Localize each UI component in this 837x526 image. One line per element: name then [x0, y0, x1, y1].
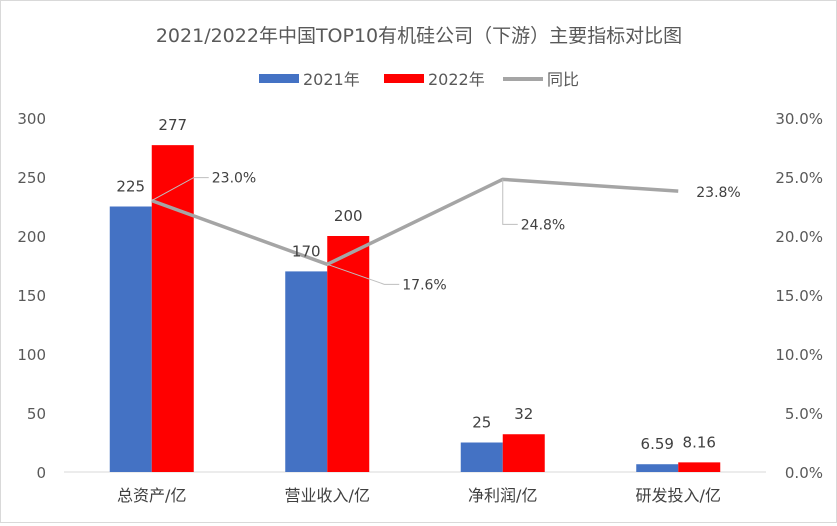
yoy-value-label: 23.8% [696, 185, 740, 201]
bars [109, 145, 721, 472]
bar-2022 [502, 434, 545, 472]
bar-value-label: 170 [292, 242, 321, 260]
legend-label: 同比 [547, 70, 579, 89]
leader-line [151, 177, 209, 202]
bar-2022 [327, 236, 370, 472]
right-tick-label: 20.0% [775, 228, 823, 246]
category-label: 营业收入/亿 [285, 486, 370, 505]
left-tick-label: 250 [17, 169, 46, 187]
legend: 2021年 2022年 同比 [259, 70, 579, 89]
right-tick-label: 25.0% [775, 169, 823, 187]
left-tick-label: 100 [17, 346, 46, 364]
leader-line [327, 263, 400, 285]
bar-value-label: 8.16 [683, 433, 716, 451]
yoy-line-layer [151, 177, 679, 285]
right-tick-label: 5.0% [785, 405, 823, 423]
right-tick-label: 30.0% [775, 110, 823, 128]
left-tick-label: 300 [17, 110, 46, 128]
yoy-value-label: 23.0% [212, 171, 256, 187]
bar-2021 [460, 442, 503, 472]
bar-value-label: 32 [514, 405, 533, 423]
legend-swatch [259, 74, 299, 83]
data-labels: 225 170 25 6.59 277 200 32 8.16 23.0% 17.6% 24.8% 2… [116, 116, 740, 453]
bar-2022 [151, 145, 194, 472]
yoy-value-label: 17.6% [402, 277, 446, 293]
bar-2021 [636, 464, 679, 472]
left-tick-label: 50 [27, 405, 46, 423]
left-axis: 0 50 100 150 200 250 300 [17, 110, 46, 482]
bar-value-label: 6.59 [641, 435, 674, 453]
left-tick-label: 150 [17, 287, 46, 305]
left-tick-label: 200 [17, 228, 46, 246]
legend-swatch [384, 74, 424, 83]
bar-2021 [285, 271, 328, 472]
legend-label: 2022年 [428, 70, 485, 89]
category-label: 研发投入/亿 [636, 486, 721, 505]
right-tick-label: 0.0% [785, 464, 823, 482]
right-tick-label: 10.0% [775, 346, 823, 364]
right-axis: 0.0% 5.0% 10.0% 15.0% 20.0% 25.0% 30.0% [775, 110, 823, 482]
yoy-line [151, 177, 679, 267]
bar-2021 [109, 206, 152, 472]
bar-value-label: 277 [158, 116, 187, 134]
yoy-value-label: 24.8% [521, 217, 565, 233]
category-labels: 总资产/亿 营业收入/亿 净利润/亿 研发投入/亿 [117, 486, 721, 505]
left-tick-label: 0 [36, 464, 46, 482]
category-label: 净利润/亿 [468, 486, 537, 505]
bar-value-label: 25 [472, 414, 491, 432]
bar-value-label: 225 [116, 178, 145, 196]
category-label: 总资产/亿 [117, 486, 186, 505]
right-tick-label: 15.0% [775, 287, 823, 305]
leader-line [502, 179, 518, 225]
bar-value-label: 200 [334, 207, 363, 225]
chart-title: 2021/2022年中国TOP10有机硅公司（下游）主要指标对比图 [156, 25, 682, 47]
bar-2022 [678, 462, 721, 472]
legend-label: 2021年 [303, 70, 360, 89]
